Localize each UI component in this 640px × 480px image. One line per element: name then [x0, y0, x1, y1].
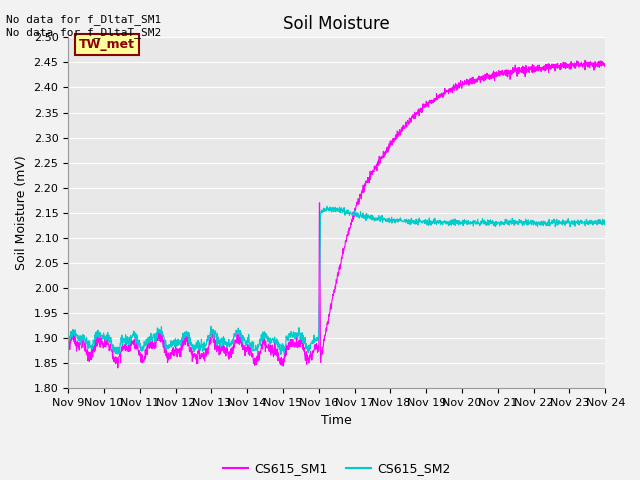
Legend: CS615_SM1, CS615_SM2: CS615_SM1, CS615_SM2 — [218, 457, 456, 480]
Y-axis label: Soil Moisture (mV): Soil Moisture (mV) — [15, 156, 28, 270]
X-axis label: Time: Time — [321, 414, 352, 427]
Text: TW_met: TW_met — [79, 38, 135, 51]
Title: Soil Moisture: Soil Moisture — [284, 15, 390, 33]
Text: No data for f_DltaT_SM1
No data for f_DltaT_SM2: No data for f_DltaT_SM1 No data for f_Dl… — [6, 14, 162, 38]
